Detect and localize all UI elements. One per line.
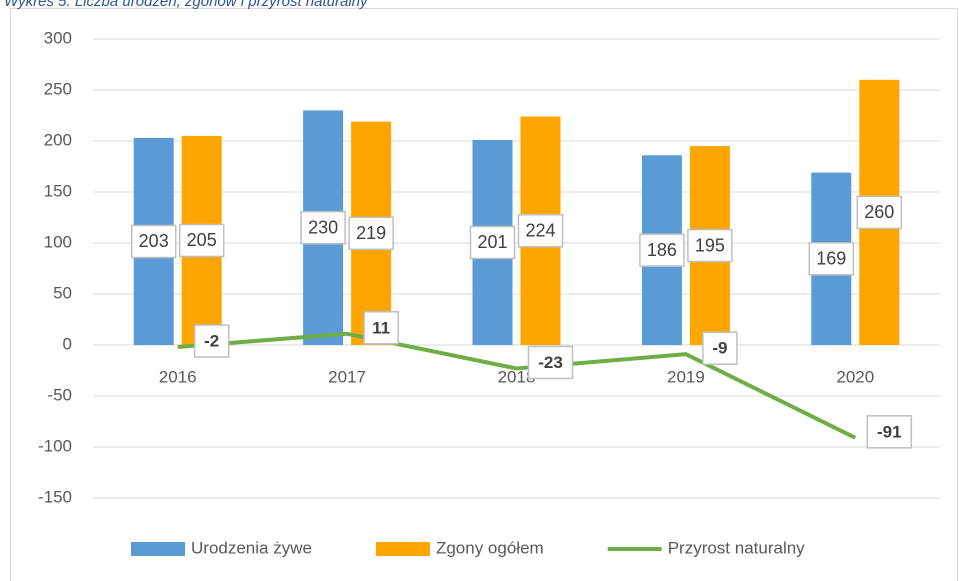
data-label-box — [808, 242, 855, 276]
data-label: 230 — [308, 217, 338, 237]
data-label-box — [300, 210, 346, 245]
y-tick-label: 150 — [44, 181, 72, 200]
data-label-box — [687, 228, 733, 263]
data-label: 186 — [647, 240, 677, 260]
data-label-box — [178, 223, 225, 258]
data-label-box — [348, 216, 394, 251]
y-tick-label: -50 — [47, 385, 72, 404]
x-tick-label: 2016 — [159, 367, 197, 386]
data-label: 195 — [695, 235, 725, 255]
data-label-box — [517, 214, 564, 248]
data-label-box — [193, 324, 230, 358]
data-label: 260 — [864, 202, 894, 222]
data-label-box — [469, 225, 516, 260]
legend-label: Przyrost naturalny — [668, 538, 805, 557]
y-tick-label: 0 — [63, 334, 72, 353]
data-label-box — [702, 331, 738, 365]
data-label-box — [363, 311, 399, 345]
data-label-box — [856, 195, 903, 230]
data-label: 11 — [372, 318, 390, 337]
y-tick-label: 250 — [44, 79, 72, 98]
y-tick-label: 200 — [44, 130, 72, 149]
data-label: -9 — [712, 339, 727, 358]
x-tick-label: 2018 — [498, 367, 536, 386]
y-tick-label: -100 — [38, 436, 72, 455]
data-label: 219 — [356, 223, 386, 243]
data-label: 169 — [816, 249, 846, 269]
y-tick-label: 50 — [53, 283, 72, 302]
data-label-box — [527, 345, 574, 380]
data-label: 224 — [525, 221, 555, 241]
y-tick-label: 300 — [44, 28, 72, 47]
data-label: 205 — [187, 230, 217, 250]
legend-swatch — [131, 542, 185, 556]
data-label-box — [866, 415, 913, 449]
x-tick-label: 2020 — [836, 367, 874, 386]
data-label: -91 — [877, 422, 902, 441]
x-tick-label: 2017 — [328, 367, 366, 386]
data-label-box — [639, 233, 685, 267]
x-tick-label: 2019 — [667, 367, 705, 386]
data-label: -23 — [538, 353, 563, 372]
legend-label: Urodzenia żywe — [191, 538, 312, 557]
line — [177, 331, 857, 440]
data-label: 201 — [477, 232, 507, 252]
data-label-box — [130, 224, 177, 259]
legend-swatch — [375, 542, 430, 556]
legend-label: Zgony ogółem — [436, 538, 544, 557]
data-label: 203 — [139, 231, 169, 251]
chart-title: Wykres 5. Liczba urodzeń, zgonów i przyr… — [4, 0, 369, 10]
data-label: -2 — [204, 332, 219, 351]
y-tick-label: -150 — [38, 487, 72, 506]
y-tick-label: 100 — [44, 232, 72, 251]
